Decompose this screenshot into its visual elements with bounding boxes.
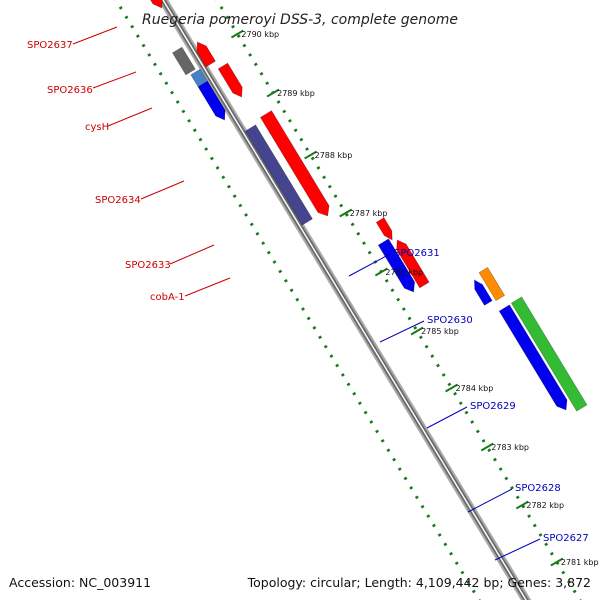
scale-tick-mark bbox=[550, 557, 564, 567]
gene-label-forward: cobA-1 bbox=[150, 292, 185, 303]
gene-label-leader bbox=[494, 538, 541, 561]
gene-label-leader bbox=[92, 71, 137, 89]
gene-block bbox=[474, 279, 493, 306]
gene-label-reverse: SPO2628 bbox=[515, 483, 561, 494]
gene-label-leader bbox=[72, 26, 118, 45]
accession-text: Accession: NC_003911 bbox=[9, 575, 151, 590]
gene-block bbox=[478, 266, 505, 302]
gene-label-leader bbox=[467, 488, 513, 513]
gene-label-leader bbox=[426, 406, 468, 429]
scale-tick-mark bbox=[515, 500, 529, 510]
gene-label-leader bbox=[379, 320, 425, 343]
gene-label-leader bbox=[184, 277, 231, 297]
gene-block bbox=[172, 46, 196, 76]
scale-ticks: 2790 kbp 2789 kbp 2788 kbp 2787 kbp 2786 kbp… bbox=[230, 29, 599, 567]
dotted-track-2 bbox=[215, 0, 582, 600]
gene-labels: SPO2637 SPO2636 cysH SPO2634 SPO2633 cobA-1 SP… bbox=[27, 26, 589, 561]
gene-label-leader bbox=[107, 107, 153, 127]
gene-block bbox=[196, 41, 216, 68]
gene-label-forward: SPO2633 bbox=[125, 260, 171, 271]
scale-tick-label: 2787 kbp bbox=[350, 209, 388, 218]
scale-tick-mark bbox=[304, 150, 318, 160]
backbone-line bbox=[162, 0, 527, 600]
gene-label-forward: SPO2636 bbox=[47, 85, 93, 96]
scale-tick-label: 2782 kbp bbox=[526, 501, 564, 510]
gene-block bbox=[150, 0, 163, 9]
genome-title: Ruegeria pomeroyi DSS-3, complete genome bbox=[142, 12, 458, 28]
gene-block bbox=[217, 62, 243, 98]
scale-tick-label: 2790 kbp bbox=[241, 30, 279, 39]
dotted-track-1 bbox=[114, 0, 481, 600]
scale-tick-label: 2788 kbp bbox=[315, 151, 353, 160]
scale-tick-label: 2784 kbp bbox=[456, 384, 494, 393]
gene-block bbox=[197, 80, 226, 121]
scale-tick-label: 2789 kbp bbox=[277, 89, 315, 98]
gene-block bbox=[510, 296, 588, 412]
scale-tick-mark bbox=[410, 326, 424, 336]
gene-block bbox=[244, 124, 313, 226]
gene-tracks bbox=[114, 0, 588, 600]
gene-label-forward: SPO2634 bbox=[95, 195, 141, 206]
scale-tick-mark bbox=[339, 208, 353, 218]
scale-tick-label: 2785 kbp bbox=[421, 327, 459, 336]
scale-tick-label: 2781 kbp bbox=[561, 558, 599, 567]
scale-tick-mark bbox=[480, 442, 494, 452]
gene-label-reverse: SPO2629 bbox=[470, 401, 516, 412]
gene-label-reverse: SPO2627 bbox=[543, 533, 589, 544]
gene-block bbox=[377, 238, 415, 293]
gene-block bbox=[396, 239, 430, 289]
scale-tick-label: 2783 kbp bbox=[491, 443, 529, 452]
topology-summary: Topology: circular; Length: 4,109,442 bp… bbox=[247, 575, 591, 590]
scale-tick-mark bbox=[374, 267, 388, 277]
gene-block bbox=[498, 304, 568, 411]
gene-label-leader bbox=[169, 244, 215, 265]
scale-tick-label: 2786 kbp bbox=[385, 268, 423, 277]
scale-tick-mark bbox=[230, 29, 244, 39]
gene-label-reverse: SPO2631 bbox=[394, 248, 440, 259]
gene-label-forward: cysH bbox=[85, 122, 109, 133]
gene-label-forward: SPO2637 bbox=[27, 40, 73, 51]
gene-label-leader bbox=[348, 253, 391, 277]
gene-label-reverse: SPO2630 bbox=[427, 315, 473, 326]
gene-block bbox=[375, 217, 393, 241]
scale-tick-mark bbox=[445, 383, 459, 393]
gene-block bbox=[259, 110, 330, 217]
scale-tick-mark bbox=[266, 88, 280, 98]
gene-label-leader bbox=[140, 180, 185, 200]
